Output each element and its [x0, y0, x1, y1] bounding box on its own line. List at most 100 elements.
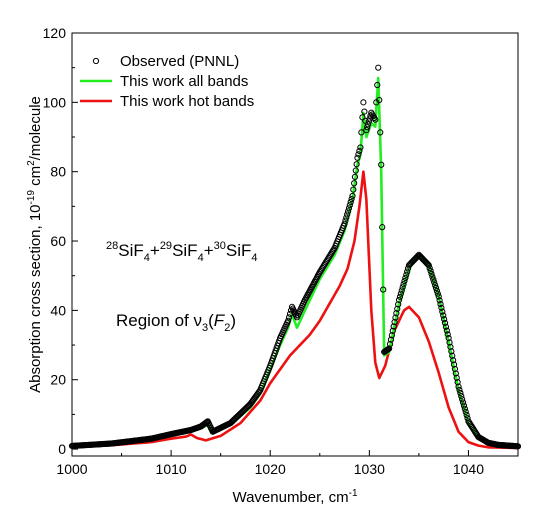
- annotations: 28SiF4+29SiF4+30SiF4 Region of ν3(F2): [106, 240, 258, 334]
- data-point: [441, 316, 448, 323]
- data-point: [344, 211, 351, 218]
- data-point: [374, 81, 381, 89]
- y-axis-title-tail: /molecule: [27, 96, 44, 160]
- data-point: [357, 144, 364, 151]
- y-axis-title-sup: -19: [26, 190, 37, 205]
- y-tick-label: 80: [50, 164, 66, 180]
- data-point: [352, 167, 359, 174]
- data-point: [378, 161, 385, 168]
- data-point: [364, 121, 372, 128]
- data-point: [350, 186, 357, 193]
- data-point: [458, 393, 465, 400]
- y-tick-label: 100: [43, 94, 67, 110]
- data-point: [285, 314, 293, 321]
- data-point: [436, 297, 443, 304]
- data-point: [427, 267, 434, 275]
- legend-label: Observed (PNNL): [120, 53, 239, 70]
- data-point: [440, 312, 447, 319]
- data-point: [414, 252, 422, 259]
- data-point: [353, 161, 360, 168]
- x-tick-label: 1040: [453, 461, 484, 477]
- data-point: [460, 402, 468, 409]
- data-point: [392, 314, 399, 321]
- annotation-region: Region of ν3(F2): [116, 311, 236, 334]
- data-point: [287, 307, 295, 314]
- data-point: [284, 317, 292, 324]
- data-point: [349, 192, 356, 200]
- data-point: [404, 268, 411, 275]
- plot-frame: [71, 32, 519, 457]
- data-point: [347, 199, 354, 206]
- data-point: [459, 396, 466, 403]
- x-tick-label: 1000: [56, 461, 87, 477]
- data-point: [437, 300, 444, 308]
- data-point: [459, 399, 467, 406]
- x-tick-label: 1010: [156, 461, 187, 477]
- data-point: [360, 99, 367, 106]
- data-point: [423, 260, 431, 267]
- data-point: [435, 293, 442, 300]
- data-point: [446, 339, 453, 346]
- x-axis-title-main: Wavenumber, cm: [232, 489, 348, 506]
- data-point: [343, 214, 350, 221]
- data-point: [365, 118, 372, 125]
- legend-label: This work hot bands: [120, 93, 254, 110]
- data-point: [379, 224, 386, 231]
- data-point: [400, 281, 407, 288]
- data-point: [346, 202, 353, 209]
- y-tick-label: 20: [50, 372, 66, 388]
- legend: Observed (PNNL) This work all bands This w…: [80, 53, 254, 110]
- data-point: [445, 335, 452, 342]
- series-line: [71, 170, 519, 450]
- x-tick-label: 1030: [354, 461, 385, 477]
- data-point: [432, 282, 439, 289]
- data-point: [377, 129, 384, 136]
- data-point: [455, 383, 462, 390]
- data-point: [441, 319, 449, 327]
- data-point: [454, 379, 461, 386]
- data-point: [452, 370, 459, 377]
- data-point: [453, 374, 460, 381]
- y-axis-title: Absorption cross section, 10-19 cm2/mole…: [26, 96, 44, 393]
- data-point: [448, 348, 455, 355]
- y-tick-label: 120: [43, 25, 67, 41]
- data-point: [424, 261, 431, 268]
- data-point: [354, 154, 361, 161]
- axis-ticks: 1000 1010 1020 1030 1040 0 20 40 60 80 100 120: [43, 25, 485, 477]
- y-tick-label: 40: [50, 302, 66, 318]
- data-point: [345, 205, 353, 212]
- data-point: [351, 173, 359, 180]
- data-point: [386, 341, 394, 348]
- data-point: [451, 365, 459, 373]
- legend-marker: [92, 57, 100, 65]
- data-point: [461, 405, 468, 412]
- data-point: [391, 318, 398, 326]
- series-1: [71, 76, 519, 448]
- data-point: [397, 290, 404, 297]
- y-tick-label: 60: [50, 233, 66, 249]
- x-axis-title: Wavenumber, cm-1: [232, 488, 357, 506]
- data-point: [429, 273, 436, 280]
- data-point: [355, 151, 362, 158]
- data-point: [375, 64, 382, 71]
- data-point: [376, 96, 383, 104]
- data-point: [358, 129, 365, 136]
- data-point: [449, 352, 456, 359]
- data-point: [432, 284, 440, 292]
- y-axis-title-unit: cm: [27, 166, 44, 190]
- data-point: [348, 195, 355, 203]
- data-point: [361, 108, 368, 115]
- data-point: [426, 265, 433, 272]
- data-point: [430, 276, 437, 283]
- x-axis-title-sup: -1: [349, 488, 358, 499]
- y-axis-title-sup2: 2: [26, 160, 37, 166]
- data-point: [425, 262, 432, 269]
- data-point: [450, 357, 457, 364]
- data-point: [356, 147, 363, 154]
- data-point: [387, 336, 395, 343]
- legend-label: This work all bands: [120, 73, 248, 90]
- data-point: [399, 284, 406, 291]
- plot-area: [71, 32, 519, 457]
